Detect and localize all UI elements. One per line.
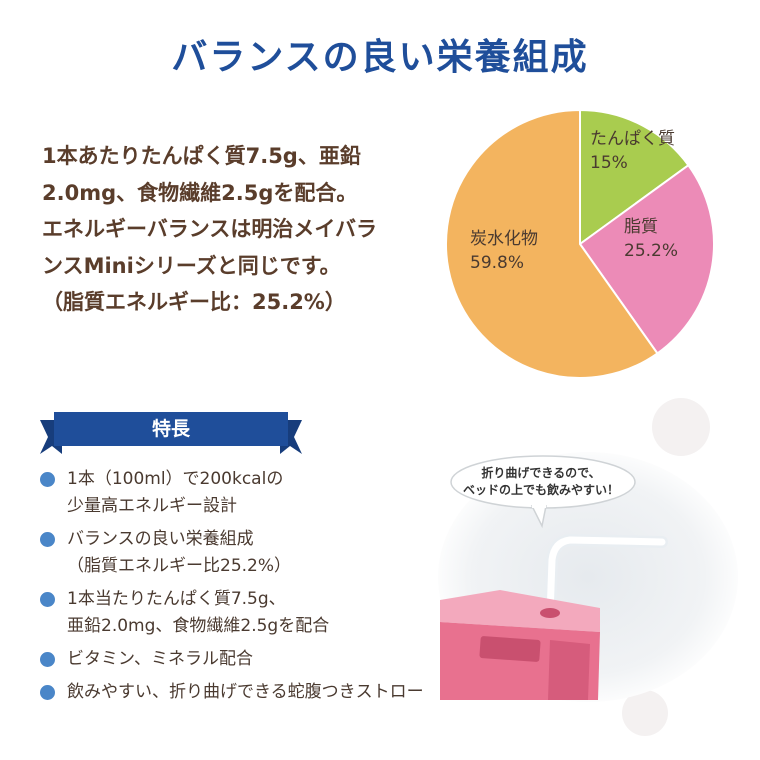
list-item: ビタミン、ミネラル配合 [40,646,490,673]
speech-bubble [450,455,636,529]
bullet-dot [40,685,55,700]
intro-line: （脂質エネルギー比：25.2%） [42,290,346,314]
slice-value-label: 25.2% [624,241,678,261]
page-title: バランスの良い栄養組成 [171,36,589,78]
feature-line: 少量高エネルギー設計 [67,496,237,516]
feature-line: バランスの良い栄養組成 [67,529,254,549]
list-item: 1本当たりたんぱく質7.5g、 亜鉛2.0mg、食物繊維2.5gを配合 [40,586,490,640]
slice-name-label: たんぱく質 [590,129,675,149]
nutrition-pie-chart: たんぱく質 15% 脂質 25.2% 炭水化物 59.8% [445,108,715,379]
feature-line: 亜鉛2.0mg、食物繊維2.5gを配合 [67,616,330,636]
feature-line: 1本（100ml）で200kcalの [67,469,284,489]
bullet-dot [40,652,55,667]
feature-line: 飲みやすい、折り曲げできる蛇腹つきストロー [67,682,424,702]
bullet-dot [40,472,55,487]
list-item: 飲みやすい、折り曲げできる蛇腹つきストロー [40,679,490,706]
bubble-line: 折り曲げできるので、 [481,466,601,480]
intro-line: 2.0mg、食物繊維2.5gを配合。 [42,180,358,205]
feature-list: 1本（100ml）で200kcalの 少量高エネルギー設計 バランスの良い栄養組… [40,466,490,712]
features-ribbon [40,412,302,454]
list-item: バランスの良い栄養組成 （脂質エネルギー比25.2%） [40,526,490,580]
slice-value-label: 15% [590,153,628,173]
product-image [440,533,668,700]
bubble-line: ベッドの上でも飲みやすい！ [462,483,619,497]
pie-slice [445,108,659,379]
pie-slice [578,163,715,355]
feature-line: ビタミン、ミネラル配合 [67,649,253,669]
feature-line: （脂質エネルギー比25.2%） [67,556,292,576]
intro-line: 1本あたりたんぱく質7.5g、亜鉛 [42,144,361,168]
feature-line: 1本当たりたんぱく質7.5g、 [67,589,286,609]
intro-line: エネルギーバランスは明治メイバラ [42,217,377,241]
bullet-dot [40,592,55,607]
bullet-dot [40,532,55,547]
pie-slice [579,108,690,246]
intro-line: ンスMiniシリーズと同じです。 [42,253,341,278]
slice-name-label: 炭水化物 [470,229,538,249]
features-heading: 特長 [151,418,190,440]
bubble-text: 折り曲げできるので、 ベッドの上でも飲みやすい！ [446,465,636,499]
slice-value-label: 59.8% [470,253,524,273]
decor-circle [622,690,668,736]
decor-circle [652,398,710,456]
slice-name-label: 脂質 [624,217,658,237]
list-item: 1本（100ml）で200kcalの 少量高エネルギー設計 [40,466,490,520]
intro-text: 1本あたりたんぱく質7.5g、亜鉛 2.0mg、食物繊維2.5gを配合。 エネル… [42,138,432,321]
